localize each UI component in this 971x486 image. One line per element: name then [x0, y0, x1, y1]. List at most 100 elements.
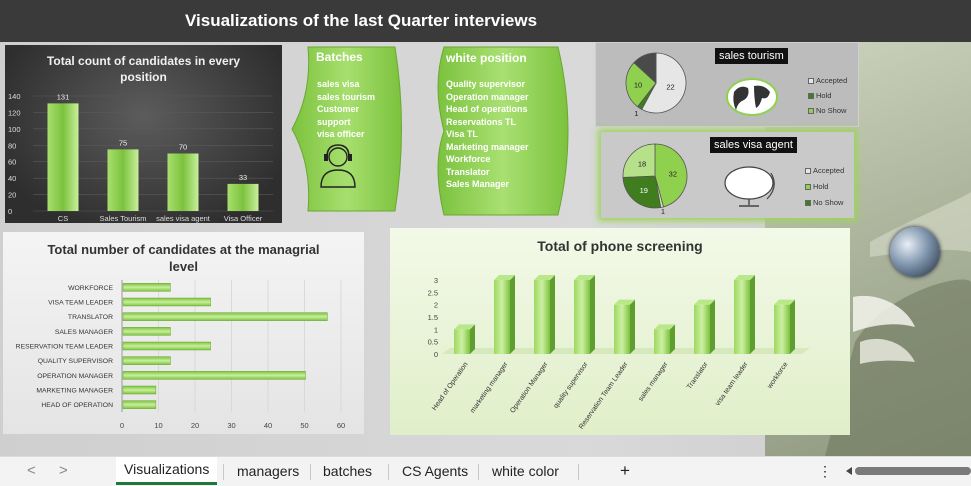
bar: [122, 385, 157, 395]
chart-sales-visa-agent[interactable]: 32 1 19 18 sales visa agent Accepted Hold N…: [601, 132, 854, 218]
legend-item: Accepted: [805, 166, 844, 175]
column-top: [534, 275, 555, 280]
x-tick-label: Translator: [686, 361, 710, 391]
pie-label: 19: [640, 186, 648, 195]
x-tick-label: Reservation Team Leader: [578, 361, 630, 431]
column-side: [590, 275, 595, 354]
list-item: Workforce: [446, 154, 491, 164]
y-tick-label: 140: [8, 92, 21, 101]
column-side: [670, 324, 675, 354]
chart-title: Total count of candidates in every posit…: [46, 54, 241, 84]
column: [614, 304, 630, 354]
pie-label: 1: [634, 109, 638, 118]
sheet-tab-bar: < > Visualizations managers batches CS A…: [0, 456, 971, 486]
scroll-left-icon[interactable]: [845, 466, 853, 476]
y-tick-label: 120: [8, 108, 21, 117]
y-tick-label: TRANSLATOR: [68, 314, 113, 321]
pie-label: 18: [638, 160, 646, 169]
globe-stand-icon: [724, 166, 775, 207]
tab-white-color[interactable]: white color: [492, 463, 559, 479]
y-tick-label: 0.5: [428, 338, 438, 347]
column-side: [710, 299, 715, 354]
pie-slice: [641, 52, 687, 114]
legend-item: Hold: [805, 182, 828, 191]
tab-managers[interactable]: managers: [237, 463, 300, 479]
bar: [122, 341, 211, 351]
y-tick-label: 1: [434, 325, 438, 334]
white-position-shape[interactable]: white position Quality supervisor Operat…: [432, 45, 578, 217]
column-top: [774, 299, 795, 305]
tab-batches[interactable]: batches: [323, 463, 373, 479]
chart-total-candidates[interactable]: Total count of candidates in every posit…: [5, 45, 282, 223]
bar: [122, 297, 211, 307]
x-tick-label: CS: [58, 214, 68, 223]
column: [534, 280, 550, 354]
bar: [122, 327, 171, 336]
y-tick-label: 2: [434, 301, 438, 310]
list-item: support: [317, 116, 351, 127]
pie-chart-visa: 32 1 19 18: [622, 143, 688, 216]
pie-slice: [622, 175, 662, 209]
bar: [122, 283, 171, 292]
chart-title: Total of phone screening: [537, 238, 703, 254]
y-tick-label: RESERVATION TEAM LEADER: [16, 344, 113, 351]
list-item: Reservations TL: [446, 116, 517, 127]
bar-chart-total: 140 120 100 80 60 40 20 0 131 CS 75 Sales Tourism 70…: [8, 92, 273, 223]
x-tick-label: visa team leader: [714, 361, 750, 408]
data-label: 33: [239, 173, 247, 182]
chart-title: sales tourism: [715, 48, 788, 64]
more-options-icon[interactable]: ⋮: [818, 463, 832, 479]
x-tick-label: Operation Manager: [509, 361, 550, 415]
batches-shape[interactable]: Batches sales visa sales tourism Custome…: [290, 45, 408, 213]
legend-item: Hold: [808, 91, 831, 100]
legend-item: No Show: [808, 106, 846, 115]
x-tick-label: 50: [300, 421, 308, 430]
y-tick-label: QUALITY SUPERVISOR: [38, 358, 113, 365]
column-side: [630, 299, 635, 354]
bar: [122, 371, 306, 380]
list-item: Customer: [317, 104, 360, 114]
x-tick-label: 60: [337, 421, 345, 430]
bar: [227, 183, 259, 211]
column-side: [790, 299, 795, 354]
next-sheet-button[interactable]: >: [59, 462, 68, 479]
column: [694, 304, 710, 354]
bar-chart-managerial: 0 10 20 30 40 50 60 WORKFORCE VISA TEAM LEADER TR…: [16, 280, 345, 430]
column-top: [614, 299, 635, 305]
chart-sales-tourism[interactable]: 22 1 10 sales tourism Accepted Hold No Sho…: [595, 42, 859, 127]
x-tick-label: 30: [227, 421, 235, 430]
horizontal-scrollbar[interactable]: [845, 466, 971, 476]
pie-slice: [625, 62, 657, 108]
y-tick-label: 60: [8, 158, 16, 167]
tab-cs-agents[interactable]: CS Agents: [402, 463, 469, 479]
list-item: sales tourism: [317, 91, 376, 102]
legend-item: No Show: [805, 198, 843, 207]
headset-agent-icon: [320, 144, 356, 188]
y-tick-label: 0: [8, 207, 12, 216]
bar: [47, 103, 79, 211]
y-tick-label: HEAD OF OPERATION: [41, 402, 113, 409]
list-item: Translator: [446, 166, 490, 177]
y-tick-label: MARKETING MANAGER: [36, 388, 113, 395]
y-tick-label: OPERATION MANAGER: [37, 373, 113, 380]
tab-visualizations[interactable]: Visualizations: [116, 457, 218, 485]
column-chart-phone: 3 2.5 2 1.5 1 0.5 0 Head of Operation marketing …: [428, 275, 810, 431]
scrollbar-thumb[interactable]: [855, 467, 971, 475]
batches-title: Batches: [316, 50, 363, 64]
bar: [122, 356, 171, 365]
globe-icon: [890, 227, 940, 277]
prev-sheet-button[interactable]: <: [27, 462, 36, 479]
column-top: [574, 275, 595, 280]
bar: [122, 400, 157, 409]
batches-shape-bg: [291, 46, 402, 212]
x-tick-label: marketing manager: [469, 361, 510, 415]
add-sheet-button[interactable]: +: [620, 461, 630, 480]
column-top: [734, 275, 755, 280]
chart-managerial-level[interactable]: Total number of candidates at the managr…: [3, 232, 364, 434]
y-tick-label: 40: [8, 174, 16, 183]
y-tick-label: VISA TEAM LEADER: [48, 300, 113, 307]
list-item: Quality supervisor: [446, 79, 526, 89]
y-tick-label: 80: [8, 141, 16, 150]
chart-phone-screening[interactable]: Total of phone screening 3 2.5 2 1.5 1 0.5 0 He…: [390, 228, 850, 435]
column: [574, 280, 590, 354]
